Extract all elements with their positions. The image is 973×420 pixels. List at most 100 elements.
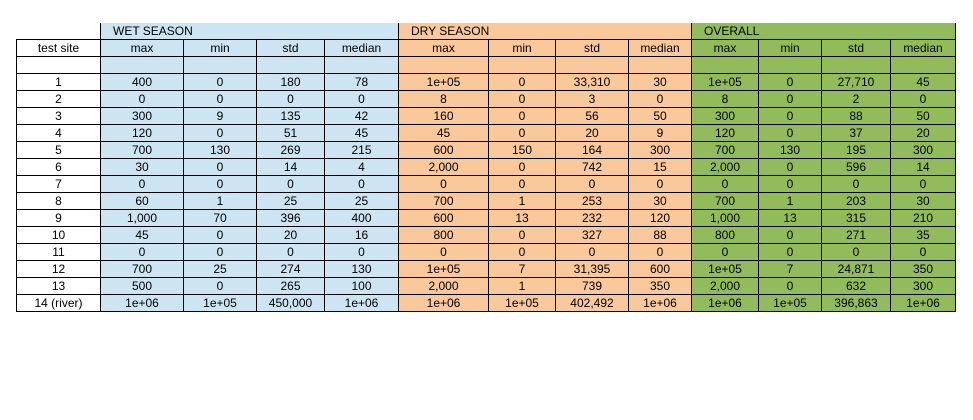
empty-cell (16, 56, 101, 74)
table-row: 11 0 0 0 0 0 0 0 0 0 0 0 0 (16, 243, 956, 261)
empty-cell (183, 56, 257, 74)
value-cell: 0 (691, 175, 759, 193)
empty-cell (488, 56, 556, 74)
value-cell: 0 (890, 175, 956, 193)
value-cell: 1e+05 (758, 294, 822, 312)
value-cell: 30 (100, 158, 184, 176)
value-cell: 0 (488, 226, 556, 244)
value-cell: 88 (821, 107, 891, 125)
empty-cell (890, 56, 956, 74)
value-cell: 0 (691, 243, 759, 261)
value-cell: 0 (183, 226, 257, 244)
value-cell: 27,710 (821, 73, 891, 91)
value-cell: 195 (821, 141, 891, 159)
site-cell: 12 (16, 260, 101, 278)
value-cell: 0 (628, 90, 692, 108)
value-cell: 0 (488, 175, 556, 193)
value-cell: 45 (100, 226, 184, 244)
value-cell: 0 (758, 175, 822, 193)
value-cell: 24,871 (821, 260, 891, 278)
value-cell: 350 (628, 277, 692, 295)
empty-cell (100, 56, 184, 74)
value-cell: 1e+05 (398, 73, 489, 91)
value-cell: 56 (555, 107, 629, 125)
value-cell: 14 (890, 158, 956, 176)
value-cell: 203 (821, 192, 891, 210)
site-cell: 7 (16, 175, 101, 193)
table-row: 10 45 0 20 16 800 0 327 88 800 0 271 35 (16, 226, 956, 244)
value-cell: 600 (398, 209, 489, 227)
value-cell: 1e+06 (890, 294, 956, 312)
empty-cell (821, 56, 891, 74)
value-cell: 700 (691, 192, 759, 210)
value-cell: 0 (488, 107, 556, 125)
value-cell: 1e+06 (100, 294, 184, 312)
value-cell: 4 (324, 158, 399, 176)
column-header-row: test site max min std median max min std… (16, 39, 956, 57)
value-cell: 16 (324, 226, 399, 244)
value-cell: 13 (488, 209, 556, 227)
value-cell: 0 (488, 158, 556, 176)
value-cell: 50 (890, 107, 956, 125)
table-row: 12 700 25 274 130 1e+05 7 31,395 600 1e+05 7 24,871… (16, 260, 956, 278)
value-cell: 8 (691, 90, 759, 108)
column-header: max (398, 39, 489, 57)
data-table: WET SEASON DRY SEASON OVERALL test site … (16, 23, 956, 312)
value-cell: 500 (100, 277, 184, 295)
value-cell: 1 (758, 192, 822, 210)
value-cell: 2,000 (398, 277, 489, 295)
value-cell: 1e+05 (691, 73, 759, 91)
value-cell: 8 (398, 90, 489, 108)
site-cell: 14 (river) (16, 294, 101, 312)
value-cell: 20 (256, 226, 325, 244)
test-site-header: test site (16, 39, 101, 57)
value-cell: 300 (628, 141, 692, 159)
site-cell: 9 (16, 209, 101, 227)
value-cell: 51 (256, 124, 325, 142)
value-cell: 0 (821, 243, 891, 261)
site-cell: 11 (16, 243, 101, 261)
value-cell: 25 (183, 260, 257, 278)
value-cell: 0 (821, 175, 891, 193)
value-cell: 0 (398, 243, 489, 261)
value-cell: 0 (890, 243, 956, 261)
value-cell: 160 (398, 107, 489, 125)
value-cell: 1e+06 (324, 294, 399, 312)
value-cell: 1e+06 (628, 294, 692, 312)
value-cell: 1,000 (100, 209, 184, 227)
site-cell: 2 (16, 90, 101, 108)
value-cell: 60 (100, 192, 184, 210)
value-cell: 120 (691, 124, 759, 142)
site-cell: 5 (16, 141, 101, 159)
table-row: 9 1,000 70 396 400 600 13 232 120 1,000 13 315 210 (16, 209, 956, 227)
value-cell: 180 (256, 73, 325, 91)
value-cell: 50 (628, 107, 692, 125)
site-cell: 10 (16, 226, 101, 244)
value-cell: 7 (758, 260, 822, 278)
table-row: 4 120 0 51 45 45 0 20 9 120 0 37 20 (16, 124, 956, 142)
value-cell: 1 (488, 192, 556, 210)
value-cell: 9 (628, 124, 692, 142)
value-cell: 0 (183, 243, 257, 261)
value-cell: 215 (324, 141, 399, 159)
value-cell: 0 (100, 175, 184, 193)
value-cell: 42 (324, 107, 399, 125)
column-header: std (821, 39, 891, 57)
column-header: std (555, 39, 629, 57)
value-cell: 1 (488, 277, 556, 295)
value-cell: 130 (758, 141, 822, 159)
value-cell: 396,863 (821, 294, 891, 312)
value-cell: 0 (183, 158, 257, 176)
value-cell: 130 (324, 260, 399, 278)
value-cell: 1 (183, 192, 257, 210)
value-cell: 0 (100, 243, 184, 261)
value-cell: 700 (100, 141, 184, 159)
value-cell: 0 (758, 158, 822, 176)
value-cell: 400 (324, 209, 399, 227)
value-cell: 300 (100, 107, 184, 125)
value-cell: 0 (628, 243, 692, 261)
value-cell: 100 (324, 277, 399, 295)
value-cell: 1,000 (691, 209, 759, 227)
value-cell: 3 (555, 90, 629, 108)
